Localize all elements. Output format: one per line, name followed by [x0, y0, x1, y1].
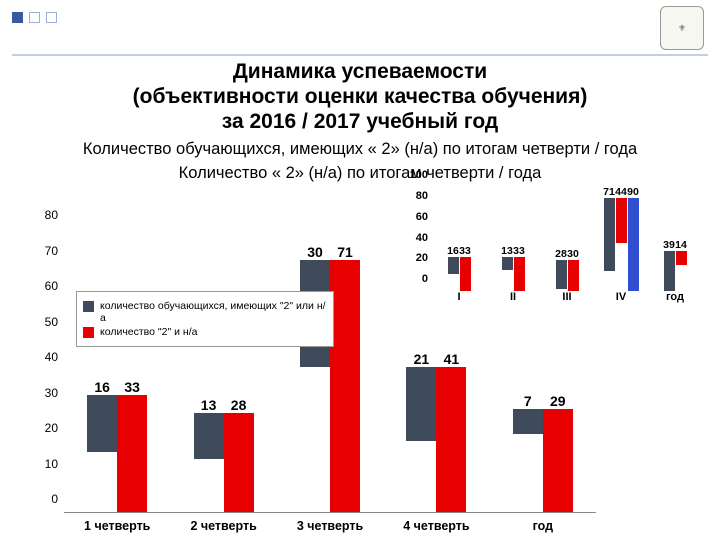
legend: количество обучающихся, имеющих "2" или …	[76, 291, 334, 347]
bar-value-label: 71	[603, 186, 615, 198]
bar: 41	[436, 367, 466, 513]
header: ⚜	[0, 0, 720, 54]
divider	[12, 54, 708, 56]
bar: 39	[664, 251, 675, 292]
bar-value-label: 90	[627, 186, 639, 198]
charts-area: 020406080100 1633133328307144903914 IIII…	[0, 187, 720, 547]
y-tick-label: 40	[45, 350, 58, 364]
bar-value-label: 44	[615, 186, 627, 198]
y-tick-label: 20	[45, 421, 58, 435]
bar: 33	[117, 395, 147, 512]
bar-value-label: 16	[94, 379, 110, 395]
bar-group: 1328	[194, 413, 254, 512]
title-line1: Динамика успеваемости	[233, 60, 487, 83]
main-chart: 01020304050607080 1633132830712141729 1 …	[36, 229, 596, 539]
legend-swatch-icon	[83, 327, 94, 338]
x-tick-label: 3 четверть	[277, 515, 383, 539]
bar-value-label: 13	[201, 397, 217, 413]
title-line3: за 2016 / 2017 учебный год	[222, 110, 498, 133]
legend-row: количество обучающихся, имеющих "2" или …	[83, 300, 327, 324]
bullet-outline-icon	[46, 12, 57, 23]
title-line2: (объективности оценки качества обучения)	[133, 85, 588, 108]
bar: 7	[513, 409, 543, 434]
legend-row: количество "2" и н/а	[83, 326, 327, 338]
y-tick-label: 100	[410, 169, 428, 181]
legend-swatch-icon	[83, 301, 94, 312]
bar-value-label: 14	[675, 239, 687, 251]
bar: 16	[87, 395, 117, 452]
page-title: Динамика успеваемости (объективности оце…	[20, 60, 700, 134]
bar: 21	[406, 367, 436, 442]
x-tick-label: год	[648, 291, 702, 311]
bar-value-label: 28	[231, 397, 247, 413]
bar-value-label: 21	[414, 351, 430, 367]
y-tick-label: 30	[45, 386, 58, 400]
bar: 90	[628, 198, 639, 292]
bar-value-label: 29	[550, 393, 566, 409]
y-tick-label: 70	[45, 244, 58, 258]
bar-value-label: 39	[663, 239, 675, 251]
emblem-icon: ⚜	[660, 6, 704, 50]
bar: 29	[543, 409, 573, 512]
y-tick-label: 60	[416, 211, 428, 223]
bar: 71	[330, 260, 360, 512]
decorative-bullets	[12, 6, 57, 23]
x-tick-label: 4 четверть	[383, 515, 489, 539]
x-tick-label: 2 четверть	[170, 515, 276, 539]
bar-group: 2141	[406, 367, 466, 513]
main-y-axis: 01020304050607080	[36, 229, 62, 513]
y-tick-label: 60	[45, 279, 58, 293]
subtitle-2: Количество « 2» (н/а) по итогам четверти…	[20, 164, 700, 183]
y-tick-label: 0	[51, 492, 58, 506]
x-tick-label: 1 четверть	[64, 515, 170, 539]
bar-value-label: 33	[124, 379, 140, 395]
bar: 13	[194, 413, 224, 459]
x-tick-label: IV	[594, 291, 648, 311]
bar: 28	[224, 413, 254, 512]
bar-group: 729	[513, 409, 573, 512]
bullet-outline-icon	[29, 12, 40, 23]
legend-label: количество обучающихся, имеющих "2" или …	[100, 300, 327, 324]
main-x-axis: 1 четверть2 четверть3 четверть4 четверть…	[64, 515, 596, 539]
bar: 44	[616, 198, 627, 244]
bar-value-label: 71	[337, 244, 353, 260]
y-tick-label: 10	[45, 457, 58, 471]
subtitle-1: Количество обучающихся, имеющих « 2» (н/…	[20, 140, 700, 159]
bar-value-label: 41	[444, 351, 460, 367]
bar-group: 1633	[87, 395, 147, 512]
bar: 14	[676, 251, 687, 266]
legend-label: количество "2" и н/а	[100, 326, 197, 338]
main-plot: 1633132830712141729	[64, 229, 596, 513]
bar: 71	[604, 198, 615, 272]
y-tick-label: 80	[416, 190, 428, 202]
y-tick-label: 50	[45, 315, 58, 329]
x-tick-label: год	[490, 515, 596, 539]
bar-group: 714490	[604, 198, 639, 292]
bar-value-label: 30	[307, 244, 323, 260]
bullet-icon	[12, 12, 23, 23]
bar-value-label: 7	[524, 393, 532, 409]
bar-group: 3914	[664, 251, 687, 292]
y-tick-label: 80	[45, 208, 58, 222]
